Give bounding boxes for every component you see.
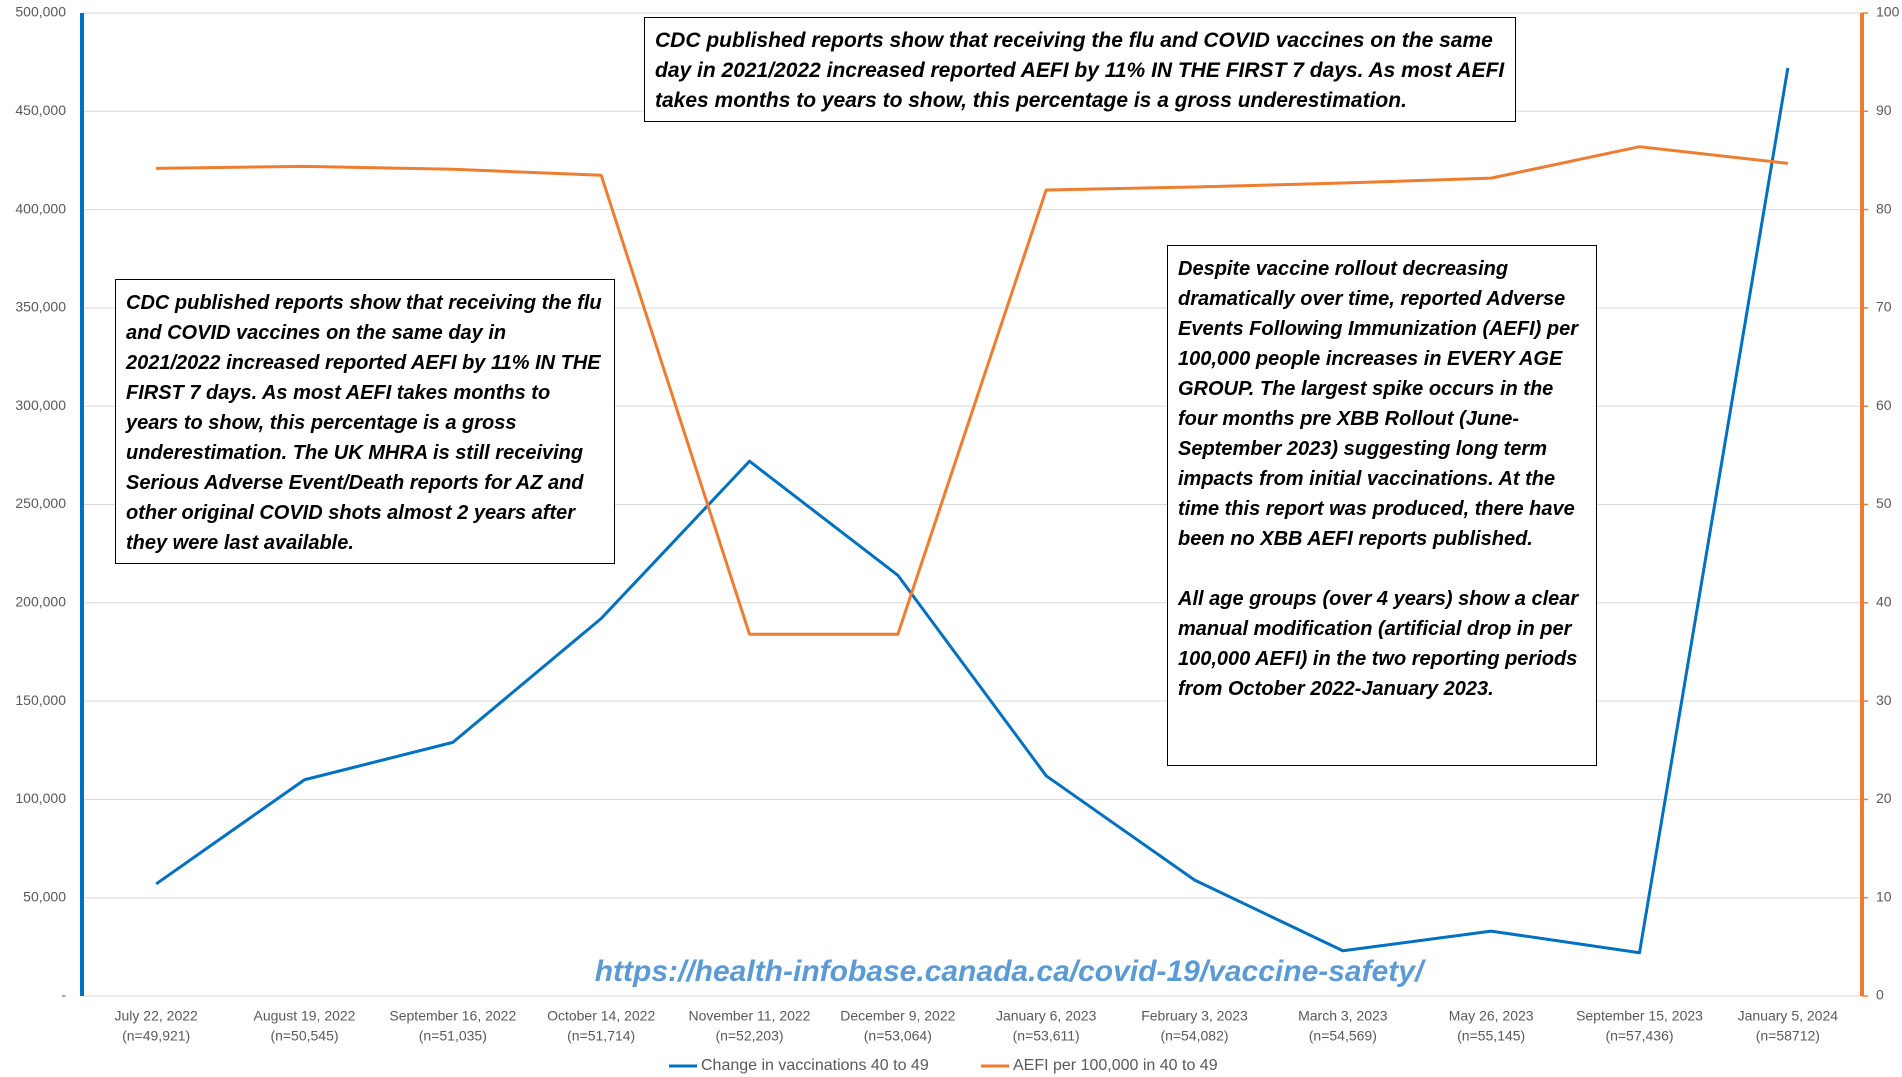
source-url: https://health-infobase.canada.ca/covid-… bbox=[594, 955, 1424, 988]
y2-tick-label: 100 bbox=[1876, 4, 1900, 20]
x-tick-note: (n=51,035) bbox=[419, 1028, 487, 1044]
x-tick-label: January 6, 2023 bbox=[996, 1008, 1097, 1024]
y-tick-label: 300,000 bbox=[15, 397, 66, 413]
annotation-paragraph: All age groups (over 4 years) show a cle… bbox=[1178, 588, 1579, 700]
annotation: Despite vaccine rollout decreasing drama… bbox=[1167, 245, 1597, 766]
y-tick-label: 200,000 bbox=[15, 594, 66, 610]
x-tick-note: (n=58712) bbox=[1756, 1028, 1820, 1044]
x-tick-note: (n=57,436) bbox=[1605, 1028, 1673, 1044]
y2-tick-label: 10 bbox=[1876, 888, 1892, 904]
y-tick-label: 100,000 bbox=[15, 790, 66, 806]
y-tick-label: 350,000 bbox=[15, 299, 66, 315]
y2-tick-label: 50 bbox=[1876, 495, 1892, 511]
x-tick-label: July 22, 2022 bbox=[115, 1008, 198, 1024]
x-tick-label: February 3, 2023 bbox=[1141, 1008, 1248, 1024]
x-tick-note: (n=54,569) bbox=[1309, 1028, 1377, 1044]
x-tick-label: October 14, 2022 bbox=[547, 1008, 655, 1024]
x-tick-note: (n=53,064) bbox=[864, 1028, 932, 1044]
annotation: CDC published reports show that receivin… bbox=[115, 279, 615, 564]
x-tick-note: (n=54,082) bbox=[1160, 1028, 1228, 1044]
x-tick-note: (n=52,203) bbox=[715, 1028, 783, 1044]
y-tick-label: 250,000 bbox=[15, 495, 66, 511]
y2-tick-label: 80 bbox=[1876, 200, 1892, 216]
x-tick-label: March 3, 2023 bbox=[1298, 1008, 1388, 1024]
y-tick-label: - bbox=[61, 987, 66, 1003]
y2-tick-label: 40 bbox=[1876, 594, 1892, 610]
annotation: CDC published reports show that receivin… bbox=[644, 17, 1516, 122]
y-tick-label: 50,000 bbox=[23, 888, 66, 904]
annotation-paragraph: Despite vaccine rollout decreasing drama… bbox=[1178, 258, 1579, 550]
x-tick-note: (n=55,145) bbox=[1457, 1028, 1525, 1044]
x-tick-note: (n=51,714) bbox=[567, 1028, 635, 1044]
x-tick-label: December 9, 2022 bbox=[840, 1008, 955, 1024]
y2-tick-label: 30 bbox=[1876, 692, 1892, 708]
y2-tick-label: 90 bbox=[1876, 102, 1892, 118]
x-tick-label: January 5, 2024 bbox=[1738, 1008, 1839, 1024]
x-tick-label: September 16, 2022 bbox=[389, 1008, 516, 1024]
y-tick-label: 450,000 bbox=[15, 102, 66, 118]
y-tick-label: 400,000 bbox=[15, 200, 66, 216]
x-tick-label: November 11, 2022 bbox=[689, 1008, 811, 1024]
x-tick-label: September 15, 2023 bbox=[1576, 1008, 1703, 1024]
x-tick-label: August 19, 2022 bbox=[254, 1008, 356, 1024]
data-line bbox=[156, 145, 1789, 636]
y-tick-label: 150,000 bbox=[15, 692, 66, 708]
data-line bbox=[155, 67, 1790, 955]
y-tick-label: 500,000 bbox=[15, 4, 66, 20]
y2-tick-label: 60 bbox=[1876, 397, 1892, 413]
x-tick-note: (n=53,611) bbox=[1013, 1028, 1080, 1044]
y2-tick-label: 0 bbox=[1876, 987, 1884, 1003]
x-tick-note: (n=49,921) bbox=[122, 1028, 190, 1044]
x-tick-label: May 26, 2023 bbox=[1449, 1008, 1534, 1024]
legend-label: Change in vaccinations 40 to 49 bbox=[701, 1057, 929, 1074]
y2-tick-label: 20 bbox=[1876, 790, 1892, 806]
y2-tick-label: 70 bbox=[1876, 299, 1892, 315]
x-tick-note: (n=50,545) bbox=[270, 1028, 338, 1044]
legend-label: AEFI per 100,000 in 40 to 49 bbox=[1013, 1057, 1218, 1074]
